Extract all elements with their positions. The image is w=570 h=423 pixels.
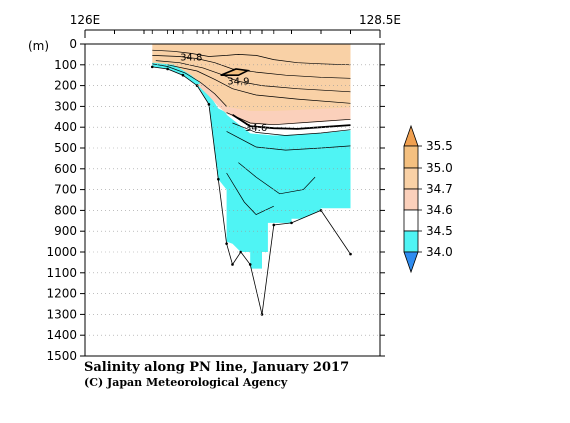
contour-label: 34.6	[245, 123, 267, 134]
colorbar-segment	[403, 230, 419, 253]
seafloor-mask	[152, 66, 351, 357]
station-bottom-marker	[272, 223, 276, 227]
y-tick-label: 1100	[46, 266, 77, 280]
plot-frame	[84, 43, 381, 357]
station-bottom-marker	[225, 242, 228, 245]
contour-34-9-core	[220, 68, 251, 76]
y-tick-label: 600	[54, 162, 77, 176]
colorbar-level-label: 34.6	[426, 203, 453, 217]
plot-border	[84, 43, 381, 357]
colorbar-level-label: 35.0	[426, 161, 453, 175]
station-bottom-marker	[290, 221, 293, 225]
colorbar-level-label: 34.7	[426, 182, 453, 196]
colorbar-segment	[403, 167, 419, 190]
contour-label: 34.8	[180, 53, 202, 64]
contour-line	[155, 60, 351, 93]
fill-34-6-to-34-7	[197, 79, 351, 126]
contour-line	[152, 55, 351, 79]
station-bottom-marker	[181, 73, 185, 77]
y-tick-label: 900	[54, 224, 77, 238]
colorbar-level-label: 34.0	[426, 245, 453, 259]
y-tick-label: 700	[54, 183, 77, 197]
y-tick-label: 100	[54, 58, 77, 72]
contour-line	[226, 172, 274, 216]
y-axis: 0 100 200 300 400 500 600 700 800 900 1000 1100 1200…	[46, 37, 385, 363]
fill-34-7-to-35-0	[152, 44, 351, 111]
station-bottom-marker	[248, 263, 252, 266]
y-tick-label: 400	[54, 120, 77, 134]
contour-line	[238, 162, 316, 195]
station-bottom-marker	[349, 252, 352, 256]
contour-line	[226, 112, 351, 126]
colorbar-segment	[403, 145, 419, 169]
contour-shelf	[152, 63, 227, 107]
y-tick-label: 1400	[46, 328, 77, 342]
colorbar-level-label: 34.5	[426, 224, 453, 238]
y-tick-label: 500	[54, 141, 77, 155]
x-axis: 126E 128.5E	[70, 13, 401, 38]
chart-title: Salinity along PN line, January 2017	[84, 360, 349, 375]
y-axis-unit-label: (m)	[28, 39, 49, 53]
colorbar: 35.5 35.0 34.7 34.6 34.5 34.0	[403, 124, 453, 274]
contour-label: 34.9	[227, 76, 249, 87]
colorbar-segment	[403, 209, 419, 232]
copyright-credit: (C) Japan Meteorological Agency	[84, 376, 288, 389]
station-bottom-marker	[207, 103, 211, 106]
colorbar-segment	[403, 188, 419, 211]
fill-34-0-to-34-5	[152, 64, 351, 269]
y-tick-label: 1000	[46, 245, 77, 259]
station-bottom-marker	[231, 263, 234, 266]
y-tick-label: 200	[54, 79, 77, 93]
y-tick-label: 1300	[46, 307, 77, 321]
y-tick-label: 800	[54, 203, 77, 217]
x-tick-label: 128.5E	[359, 13, 401, 27]
contour-line	[167, 64, 351, 104]
x-tick-label: 126E	[70, 13, 101, 27]
contour-34-6-thick	[232, 113, 351, 130]
seafloor-profile	[150, 65, 352, 357]
y-tick-label: 1500	[46, 349, 77, 363]
station-bottom-marker	[166, 67, 169, 71]
contour-line	[152, 49, 351, 66]
station-bottom-marker	[150, 65, 154, 69]
station-bottom-marker	[217, 177, 220, 181]
y-tick-label: 300	[54, 99, 77, 113]
contour-line	[226, 131, 351, 151]
y-tick-label: 1200	[46, 287, 77, 301]
colorbar-level-label: 35.5	[426, 139, 453, 153]
contour-labels: 34.8 34.9 34.6	[180, 53, 267, 135]
colorbar-top-arrow	[403, 124, 419, 147]
contour-line	[232, 122, 351, 136]
y-tick-label: 0	[69, 37, 77, 51]
salinity-fill-layer	[152, 44, 351, 269]
isohaline-contours	[152, 49, 351, 216]
colorbar-bottom-arrow	[403, 251, 419, 274]
station-bottom-marker	[239, 250, 243, 254]
